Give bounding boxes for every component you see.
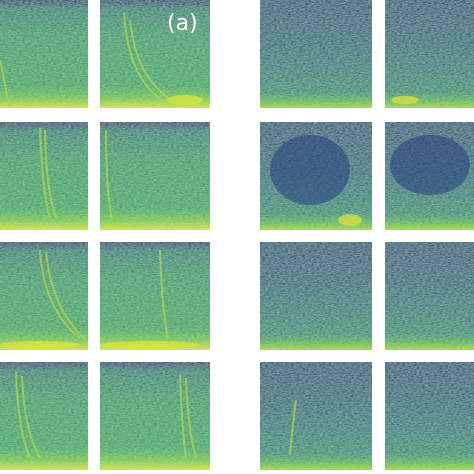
chirp [289,399,297,456]
left-panels [0,0,210,470]
highlight [167,95,203,105]
spectrogram-tile [385,0,474,108]
highlight [391,96,419,104]
highlight [338,214,362,226]
chirp [39,249,81,339]
spectrogram-tile [0,122,88,230]
chirp [129,19,176,103]
spectrogram-tile [0,0,88,108]
chirp [185,377,197,459]
spectrogram-tile [260,242,372,350]
chirp [15,371,31,459]
chirp [0,59,9,101]
dark-patches [270,135,470,205]
spectrogram-tile [100,242,210,350]
chirp [179,374,187,459]
spectrogram-tile [260,0,372,108]
panel-label: (a) [167,11,198,36]
spectrogram-tile [0,362,88,470]
spectrogram-tile [100,0,210,108]
chirps [0,11,297,459]
chirp [123,11,166,103]
chirp [44,129,57,219]
right-panels [260,0,474,470]
patch [390,135,470,195]
patch [270,135,350,205]
chirp [39,127,51,219]
spectrogram-tile [260,362,372,470]
bottom-highlights [0,95,419,349]
highlight [100,341,200,349]
spectrogram-tile [385,362,474,470]
highlight [0,341,80,349]
spectrogram-tile [100,362,210,470]
chirp [105,129,113,221]
chirp [21,375,41,459]
spectrogram-tile [100,122,210,230]
chirp [159,249,169,339]
chirp [45,251,87,341]
spectrogram-tile [385,242,474,350]
